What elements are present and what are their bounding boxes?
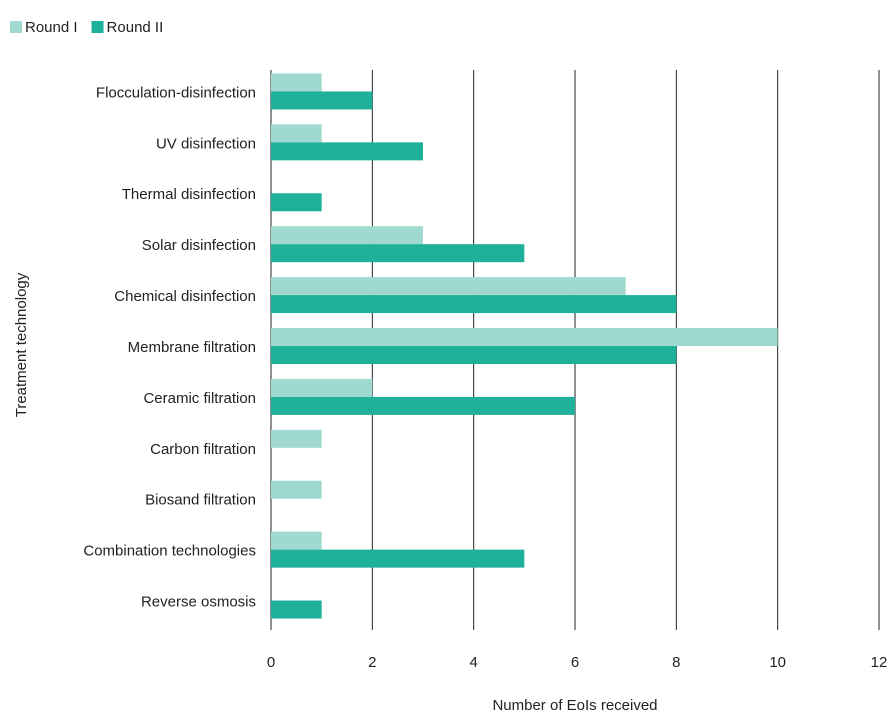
x-tick-label: 2 [368, 654, 376, 671]
y-tick-label: Combination technologies [83, 543, 256, 560]
y-tick-label: Biosand filtration [145, 492, 256, 509]
bar [271, 295, 677, 314]
bar [271, 142, 423, 161]
bar [271, 549, 525, 568]
y-tick-label: Thermal disinfection [122, 186, 256, 203]
bar [271, 193, 322, 212]
bar [271, 480, 322, 499]
y-tick-label: Carbon filtration [150, 441, 256, 458]
legend-label: Round II [107, 19, 164, 36]
x-tick-label: 12 [871, 654, 888, 671]
x-tick-label: 6 [571, 654, 579, 671]
legend-swatch [10, 21, 22, 33]
y-tick-label: Ceramic filtration [143, 390, 256, 407]
bar [271, 396, 575, 415]
bar [271, 226, 423, 245]
y-tick-label: UV disinfection [156, 135, 256, 152]
bar [271, 124, 322, 143]
bar [271, 328, 778, 346]
bar [271, 244, 525, 263]
x-tick-label: 4 [469, 654, 477, 671]
y-tick-label: Membrane filtration [128, 339, 256, 356]
x-tick-label: 10 [769, 654, 786, 671]
y-tick-label: Reverse osmosis [141, 594, 256, 611]
y-tick-label: Chemical disinfection [114, 288, 256, 305]
y-tick-label: Flocculation-disinfection [96, 84, 256, 101]
x-axis-title: Number of EoIs received [492, 697, 657, 714]
bar [271, 429, 322, 448]
bar [271, 346, 677, 364]
bar [271, 277, 626, 296]
bar [271, 73, 322, 92]
x-tick-label: 8 [672, 654, 680, 671]
bar [271, 91, 373, 110]
legend-label: Round I [25, 19, 78, 36]
bar [271, 600, 322, 619]
bar [271, 531, 322, 550]
bar [271, 378, 373, 397]
x-tick-label: 0 [267, 654, 275, 671]
legend-swatch [91, 21, 104, 33]
y-tick-label: Solar disinfection [142, 237, 256, 254]
y-axis-title: Treatment technology [13, 272, 30, 417]
